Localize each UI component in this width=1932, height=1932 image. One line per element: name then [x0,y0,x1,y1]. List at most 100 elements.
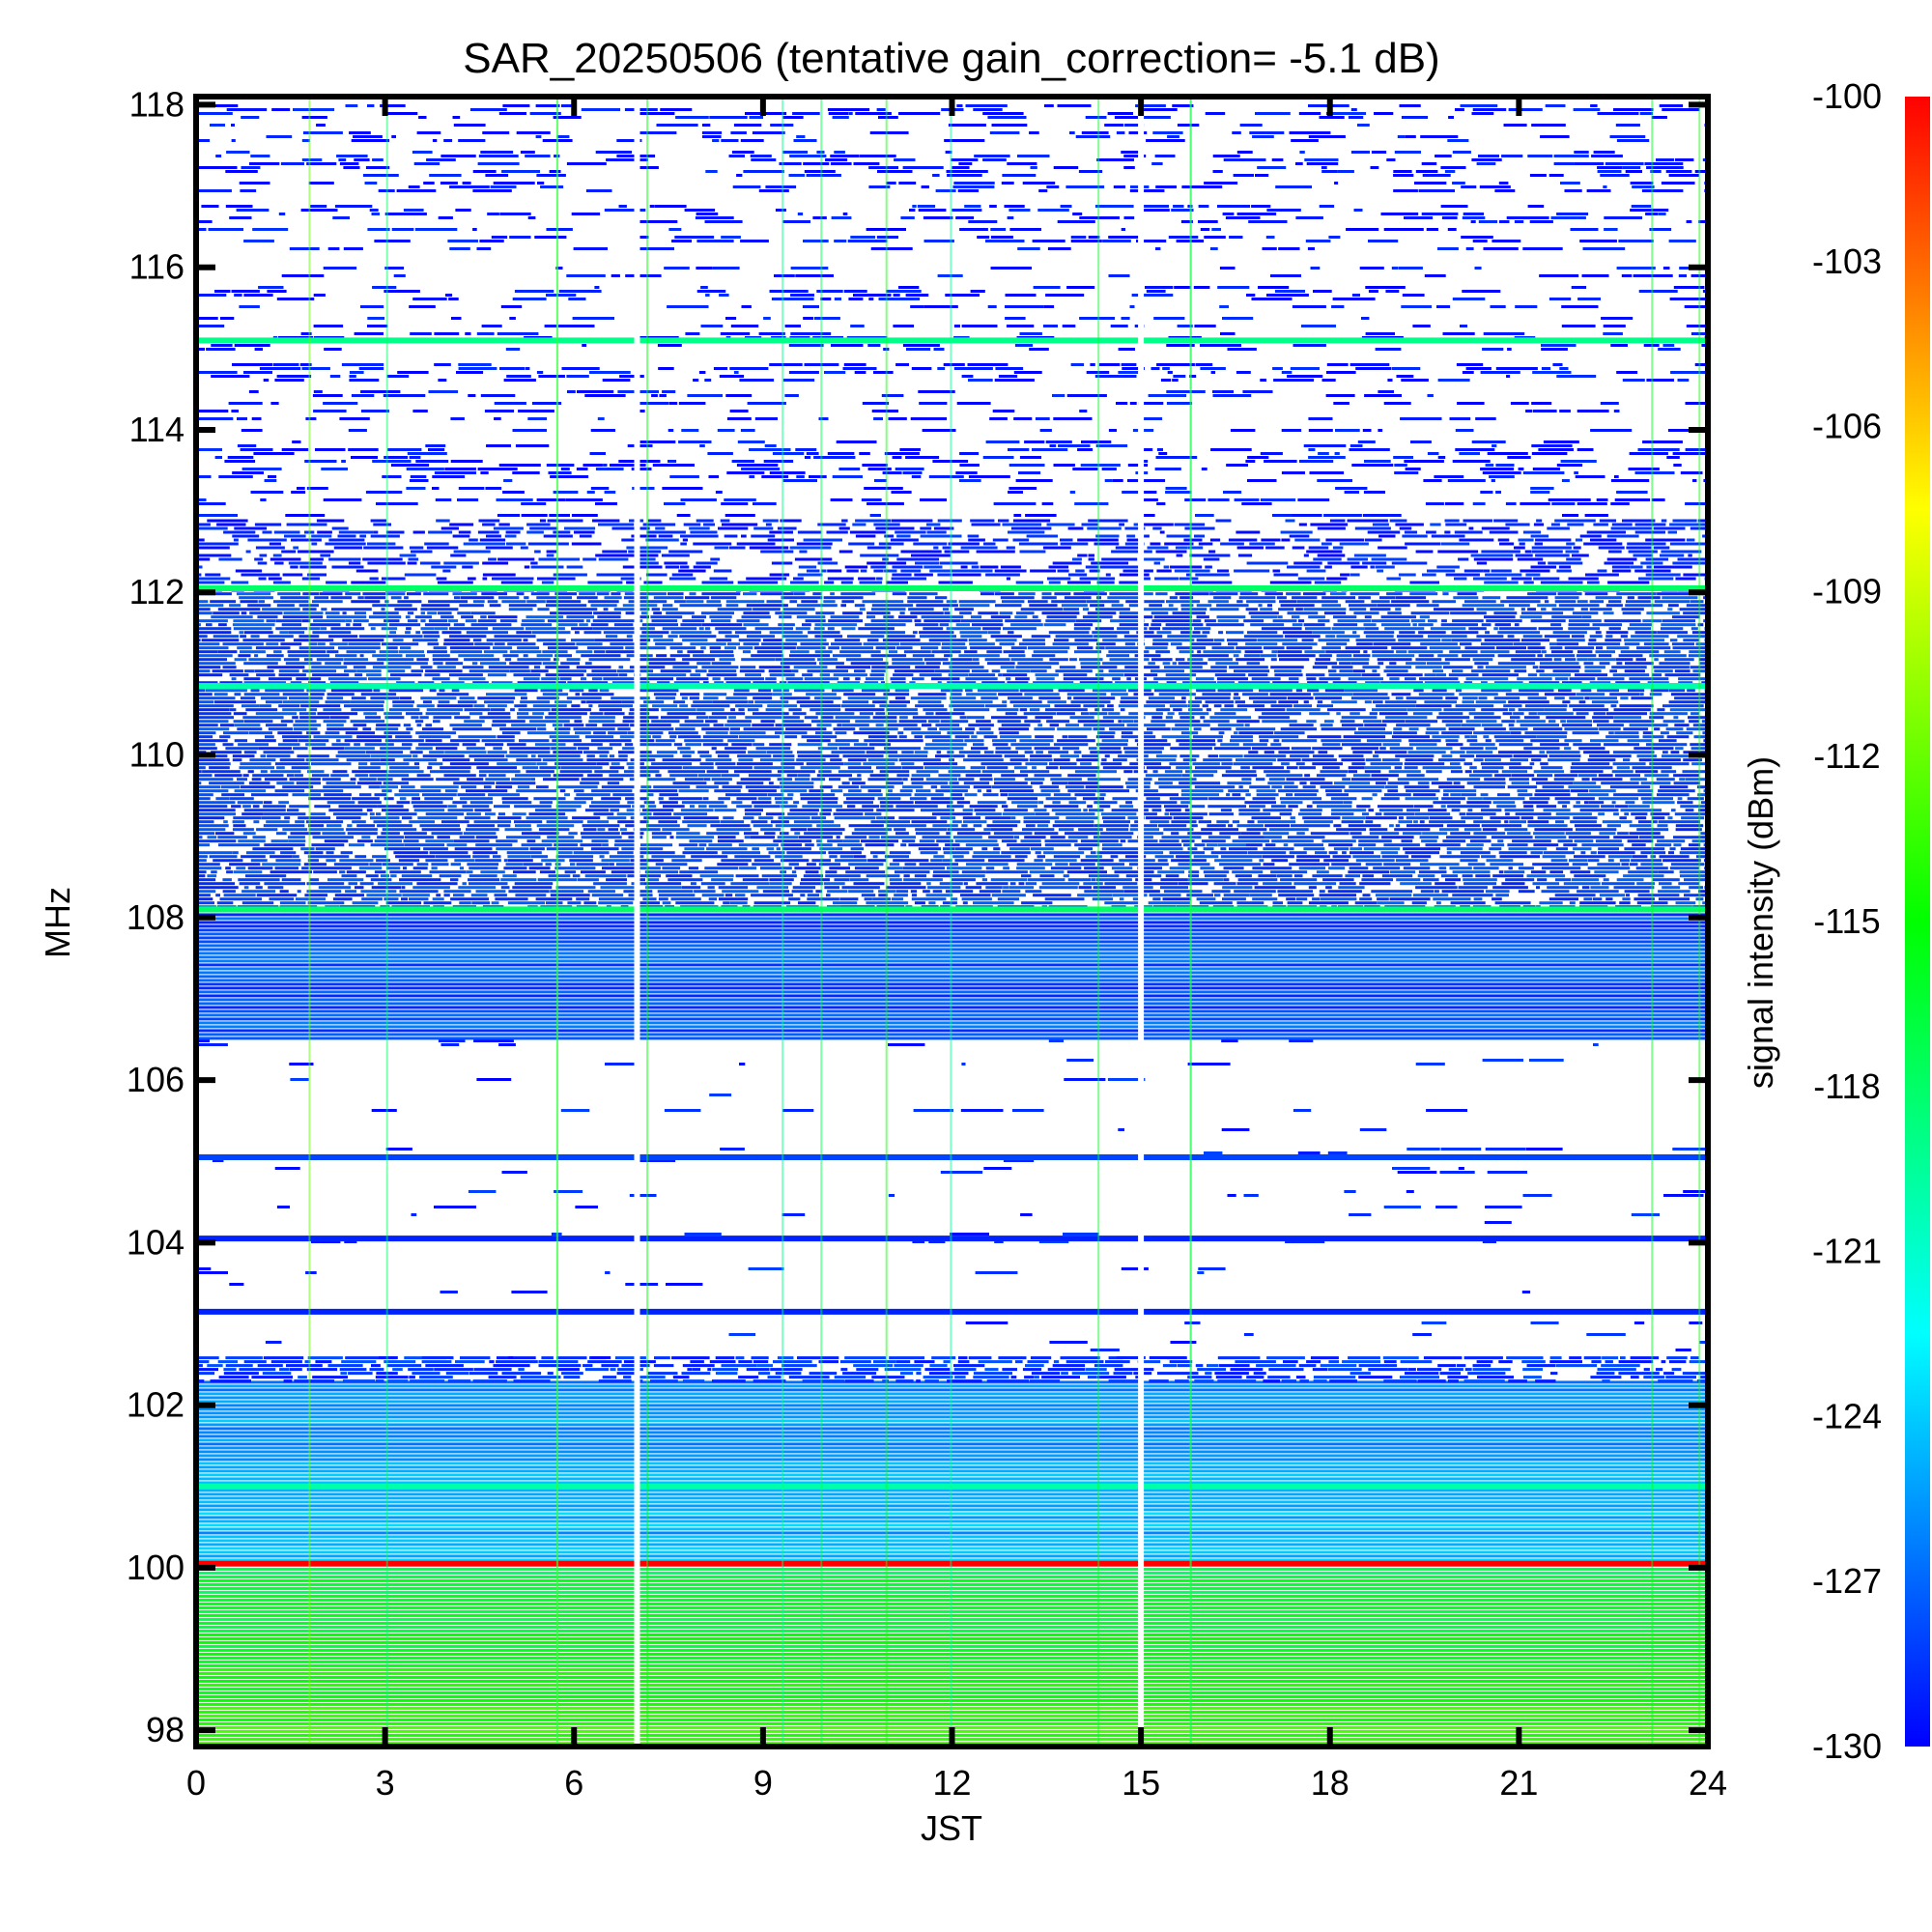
band-seg [436,778,460,781]
band-seg [1281,739,1318,743]
band-seg [548,712,587,716]
band-seg [1203,758,1233,762]
band-seg [1101,847,1139,851]
band-seg [753,681,777,685]
band-seg [585,724,598,727]
band-seg [778,816,810,820]
band-seg [1494,774,1512,778]
band-seg [306,731,321,735]
band-seg [425,812,465,816]
band-seg [1099,805,1111,809]
band-seg [1102,766,1145,770]
band-seg [1674,724,1690,727]
band-row [196,1543,1708,1547]
band-seg [1380,797,1400,801]
band-seg [912,677,924,681]
band-seg [580,832,620,836]
band-seg [623,1376,632,1379]
band-seg [236,592,271,596]
band-seg [656,751,678,754]
band-seg [1065,785,1085,789]
band-seg [331,608,372,611]
band-seg [352,901,379,905]
band-seg [1328,867,1346,870]
band-seg [753,901,791,905]
band-seg [1365,816,1398,820]
band-seg [1598,847,1619,851]
band-seg [807,739,831,743]
band-seg [662,758,701,762]
band-seg [1690,600,1704,604]
band-seg [899,611,905,615]
band-seg [345,731,375,735]
band-seg [1338,886,1365,890]
band-seg [1620,1356,1626,1360]
band-seg [1242,743,1267,747]
band-seg [1206,843,1218,847]
band-seg [308,681,326,685]
band-seg [1009,700,1042,704]
band-seg [1197,1368,1226,1372]
band-seg [1348,677,1383,681]
band-seg [715,1356,735,1360]
band-seg [1511,781,1529,785]
band-seg [639,635,664,639]
band-seg [1524,704,1568,708]
band-seg [1060,754,1080,758]
band-seg [420,785,459,789]
band-seg [1387,789,1399,793]
band-seg [368,677,401,681]
band-seg [1534,793,1571,797]
band-seg [739,867,757,870]
band-seg [1498,1360,1513,1364]
band-seg [1046,720,1070,724]
band-seg [1670,863,1705,867]
band-seg [498,1043,516,1046]
band-seg [1218,731,1225,735]
band-seg [1569,1356,1582,1360]
band-seg [515,894,547,897]
band-seg [1663,650,1681,654]
band-seg [1451,639,1482,642]
band-seg [266,654,284,658]
band-seg [925,712,934,716]
band-seg [1307,689,1320,693]
band-seg [1314,662,1338,666]
band-row [196,1454,1708,1458]
band-seg [879,801,914,805]
band-seg [326,781,356,785]
band-seg [888,1194,895,1197]
band-seg [1254,886,1296,890]
band-seg [1149,627,1160,631]
band-row [196,1442,1708,1446]
band-seg [1007,797,1037,801]
band-seg [458,735,497,739]
band-seg [839,650,881,654]
band-seg [1540,662,1579,666]
band-seg [1610,704,1617,708]
band-seg [1461,724,1481,727]
band-seg [1554,774,1578,778]
band-seg [1301,639,1314,642]
band-seg [222,890,236,894]
band-seg [1667,608,1673,611]
band-seg [1458,1167,1464,1170]
band-seg [651,855,686,859]
band-seg [460,596,495,600]
band-seg [360,693,397,696]
band-seg [867,611,891,615]
band-seg [993,847,1001,851]
band-seg [671,1356,710,1360]
band-seg [1190,654,1229,658]
band-seg [412,754,418,758]
band-seg [1163,890,1203,894]
band-seg [1010,816,1016,820]
band-seg [1460,642,1472,646]
band-seg [849,878,869,882]
band-seg [1362,812,1369,816]
band-seg [1266,1356,1305,1360]
band-seg [781,635,809,639]
band-seg [1450,901,1486,905]
band-seg [418,743,460,747]
band-seg [263,1356,304,1360]
